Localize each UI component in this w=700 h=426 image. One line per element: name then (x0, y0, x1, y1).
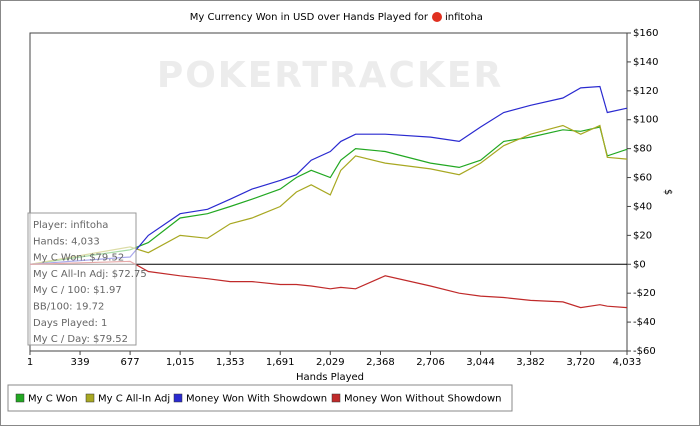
watermark: POKERTRACKER (157, 55, 503, 96)
legend-label: My C All-In Adj (98, 394, 170, 405)
x-axis-label: Hands Played (296, 372, 364, 383)
x-tick-label: 3,720 (566, 357, 595, 368)
tooltip-line: My C Won: $79.52 (33, 253, 124, 264)
tooltip-box (27, 212, 137, 346)
tooltip-line: Hands: 4,033 (33, 236, 100, 247)
y-axis-label: $ (662, 189, 673, 195)
series-line (29, 124, 628, 265)
legend-label: Money Won Without Showdown (344, 394, 502, 405)
y-tick-label: $80 (633, 144, 652, 155)
legend-swatch (173, 393, 183, 403)
x-tick-label: 3,382 (516, 357, 545, 368)
x-tick-label: 677 (121, 357, 140, 368)
legend-label: Money Won With Showdown (186, 394, 327, 405)
x-tick-label: 2,368 (366, 357, 395, 368)
y-tick-label: -$60 (633, 346, 656, 357)
tooltip-line: Player: infitoha (33, 220, 108, 231)
legend (7, 384, 513, 412)
y-tick-label: $0 (633, 259, 646, 270)
legend-swatch (85, 393, 95, 403)
x-tick-label: 3,044 (466, 357, 495, 368)
y-tick-label: -$20 (633, 288, 656, 299)
tooltip-line: My C / Day: $79.52 (33, 334, 128, 345)
series-line (29, 260, 628, 309)
y-tick-label: $120 (633, 86, 658, 97)
y-tick-label: $140 (633, 57, 658, 68)
x-tick-label: 2,029 (316, 357, 345, 368)
x-tick-label: 1,691 (266, 357, 295, 368)
y-tick-label: $60 (633, 173, 652, 184)
y-tick-label: $160 (633, 28, 658, 39)
x-tick-label: 4,033 (613, 357, 642, 368)
tooltip-line: BB/100: 19.72 (33, 302, 104, 313)
chart-title: My Currency Won in USD over Hands Played… (190, 12, 429, 23)
y-tick-label: $20 (633, 230, 652, 241)
y-tick-label: $40 (633, 201, 652, 212)
player-icon (432, 12, 442, 22)
x-tick-label: 2,706 (416, 357, 445, 368)
plot-area (29, 32, 628, 352)
tooltip-line: My C / 100: $1.97 (33, 285, 122, 296)
y-tick-label: -$40 (633, 317, 656, 328)
legend-swatch (15, 393, 25, 403)
player-name: infitoha (445, 12, 483, 23)
x-tick-label: 1 (27, 357, 33, 368)
tooltip-line: My C All-In Adj: $72.75 (33, 269, 147, 280)
y-tick-label: $100 (633, 115, 658, 126)
series-line (29, 126, 628, 265)
tooltip-line: Days Played: 1 (33, 318, 107, 329)
series-line (29, 85, 628, 265)
x-tick-label: 339 (70, 357, 89, 368)
x-tick-label: 1,015 (166, 357, 195, 368)
legend-swatch (331, 393, 341, 403)
x-tick-label: 1,353 (216, 357, 245, 368)
legend-label: My C Won (28, 394, 78, 405)
